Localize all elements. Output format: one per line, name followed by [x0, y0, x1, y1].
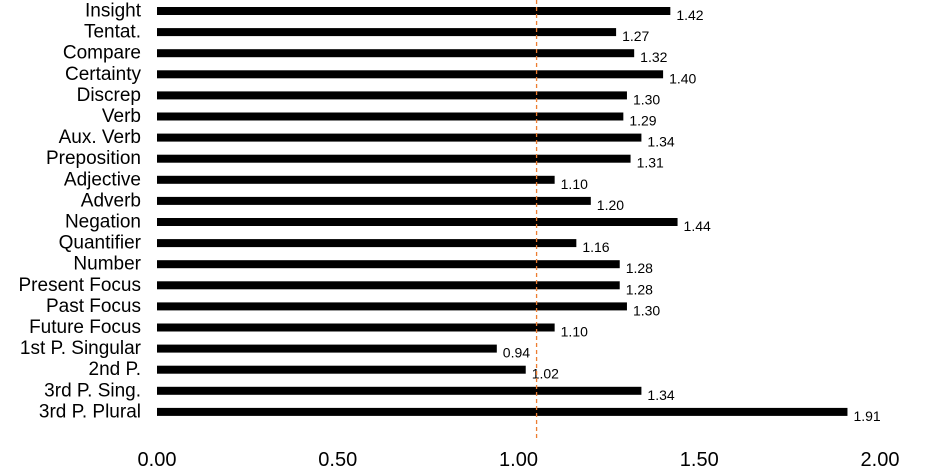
category-label: 3rd P. Plural	[39, 401, 141, 422]
bar	[157, 302, 627, 311]
data-label: 0.94	[503, 345, 530, 361]
data-label: 1.29	[629, 113, 656, 129]
category-label: 1st P. Singular	[20, 338, 142, 359]
bar	[157, 196, 591, 205]
bar	[157, 218, 678, 226]
category-label: Compare	[63, 43, 141, 64]
category-label: Adjective	[64, 169, 141, 190]
x-tick-label: 2.00	[861, 449, 900, 471]
data-label: 1.20	[597, 197, 624, 213]
data-label: 1.44	[684, 218, 711, 234]
data-label: 1.32	[640, 49, 667, 65]
bar	[157, 239, 577, 248]
x-axis-tick-labels: 0.00 0.50 1.00 1.50 2.00	[138, 449, 900, 471]
data-label: 1.27	[622, 28, 649, 44]
data-label: 1.34	[647, 387, 674, 403]
data-label: 1.31	[637, 155, 664, 171]
data-label: 1.30	[633, 91, 660, 107]
category-label: Preposition	[46, 148, 141, 169]
category-label: Present Focus	[19, 275, 142, 296]
x-tick-label: 0.00	[138, 449, 177, 471]
bar	[157, 70, 664, 79]
category-label: Aux. Verb	[59, 127, 141, 148]
bar	[157, 323, 555, 332]
value-labels: 1.42 1.27 1.321.40 1.30 1.29 1.34 1.31 1.10 1.20…	[503, 7, 881, 424]
data-label: 1.30	[633, 302, 660, 318]
category-labels: InsightTentat.CompareCertaintyDiscrepVer…	[19, 1, 142, 423]
category-label: Adverb	[81, 190, 141, 211]
category-label: Quantifier	[59, 233, 142, 254]
x-tick-label: 0.50	[318, 449, 357, 471]
category-label: 2nd P.	[89, 359, 141, 380]
category-label: Future Focus	[29, 317, 141, 338]
data-label: 1.16	[582, 239, 609, 255]
bar	[157, 260, 620, 269]
bar	[157, 365, 526, 374]
category-label: Verb	[102, 106, 141, 127]
bar	[157, 344, 497, 353]
bar	[157, 175, 555, 184]
data-label: 1.42	[676, 7, 703, 23]
data-label: 1.40	[669, 70, 696, 86]
bar	[157, 28, 617, 37]
bars-group	[157, 7, 848, 416]
data-label: 1.91	[853, 408, 880, 424]
bar	[157, 133, 642, 142]
category-label: Negation	[65, 212, 141, 233]
category-label: Number	[73, 254, 141, 275]
category-label: Certainty	[65, 64, 142, 85]
data-label: 1.10	[561, 176, 588, 192]
x-tick-label: 1.00	[499, 449, 538, 471]
bar	[157, 7, 671, 15]
category-label: 3rd P. Sing.	[44, 380, 141, 401]
data-label: 1.28	[626, 260, 653, 276]
x-tick-label: 1.50	[680, 449, 719, 471]
bar	[157, 91, 627, 100]
bar	[157, 407, 848, 416]
bar	[157, 386, 642, 395]
category-label: Tentat.	[84, 22, 141, 43]
category-label: Insight	[85, 1, 142, 22]
bar	[157, 49, 635, 58]
bar	[157, 112, 624, 121]
bar	[157, 154, 631, 163]
category-label: Discrep	[77, 85, 141, 106]
data-label: 1.02	[532, 366, 559, 382]
data-label: 1.34	[647, 134, 674, 150]
data-label: 1.28	[626, 281, 653, 297]
category-label: Past Focus	[46, 296, 141, 317]
data-label: 1.10	[561, 324, 588, 340]
bar	[157, 281, 620, 290]
